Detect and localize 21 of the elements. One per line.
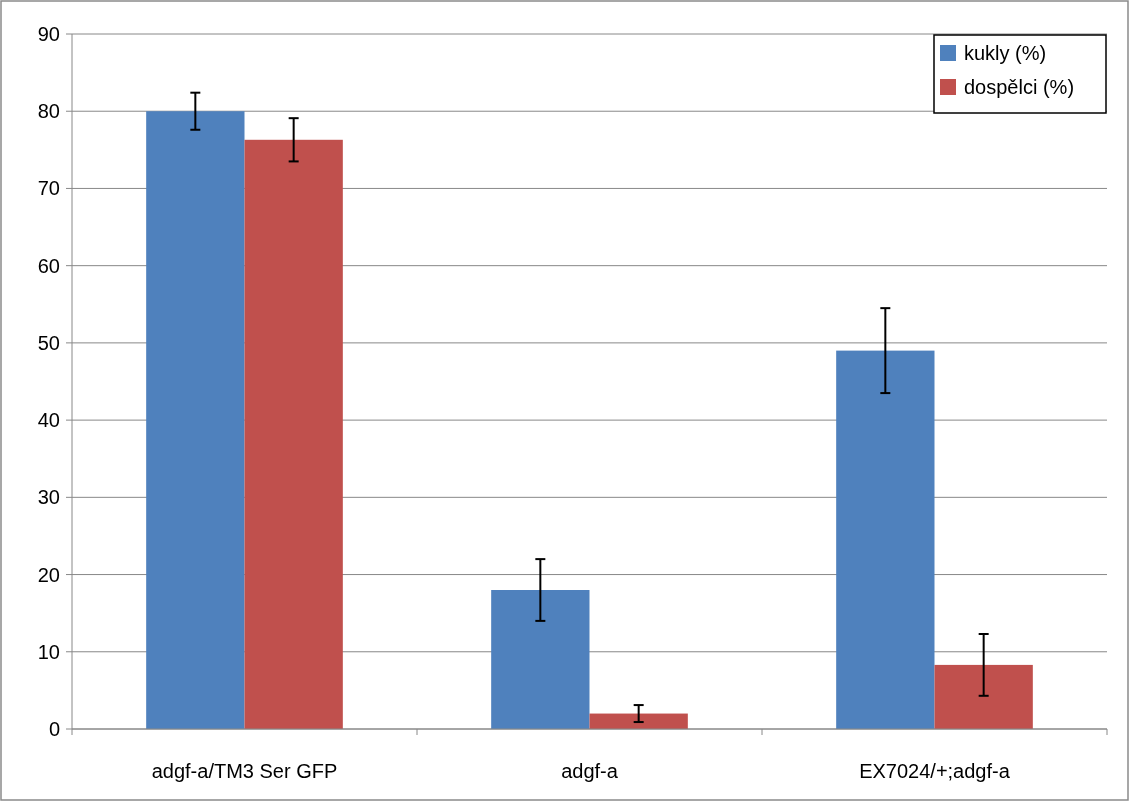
bar	[244, 139, 343, 729]
y-tick-label: 20	[37, 563, 60, 586]
bar	[491, 590, 590, 729]
legend-label: dospělci (%)	[964, 76, 1075, 98]
bar	[589, 713, 688, 729]
y-tick-label: 90	[37, 23, 60, 45]
y-tick-label: 0	[48, 718, 60, 740]
x-tick-label: adgf-a/TM3 Ser GFP	[151, 760, 338, 782]
y-tick-label: 30	[37, 486, 60, 509]
bar	[836, 350, 935, 729]
y-tick-label: 70	[37, 177, 60, 200]
x-tick-label: EX7024/+;adgf-a	[859, 760, 1011, 782]
y-tick-label: 50	[37, 331, 60, 354]
bar	[934, 664, 1033, 729]
legend-label: kukly (%)	[964, 42, 1047, 64]
bar	[146, 111, 245, 729]
y-tick-label: 40	[37, 409, 60, 432]
y-tick-label: 60	[37, 254, 60, 277]
x-tick-label: adgf-a	[561, 760, 619, 782]
y-tick-label: 10	[37, 640, 60, 663]
y-tick-label: 80	[37, 100, 60, 123]
